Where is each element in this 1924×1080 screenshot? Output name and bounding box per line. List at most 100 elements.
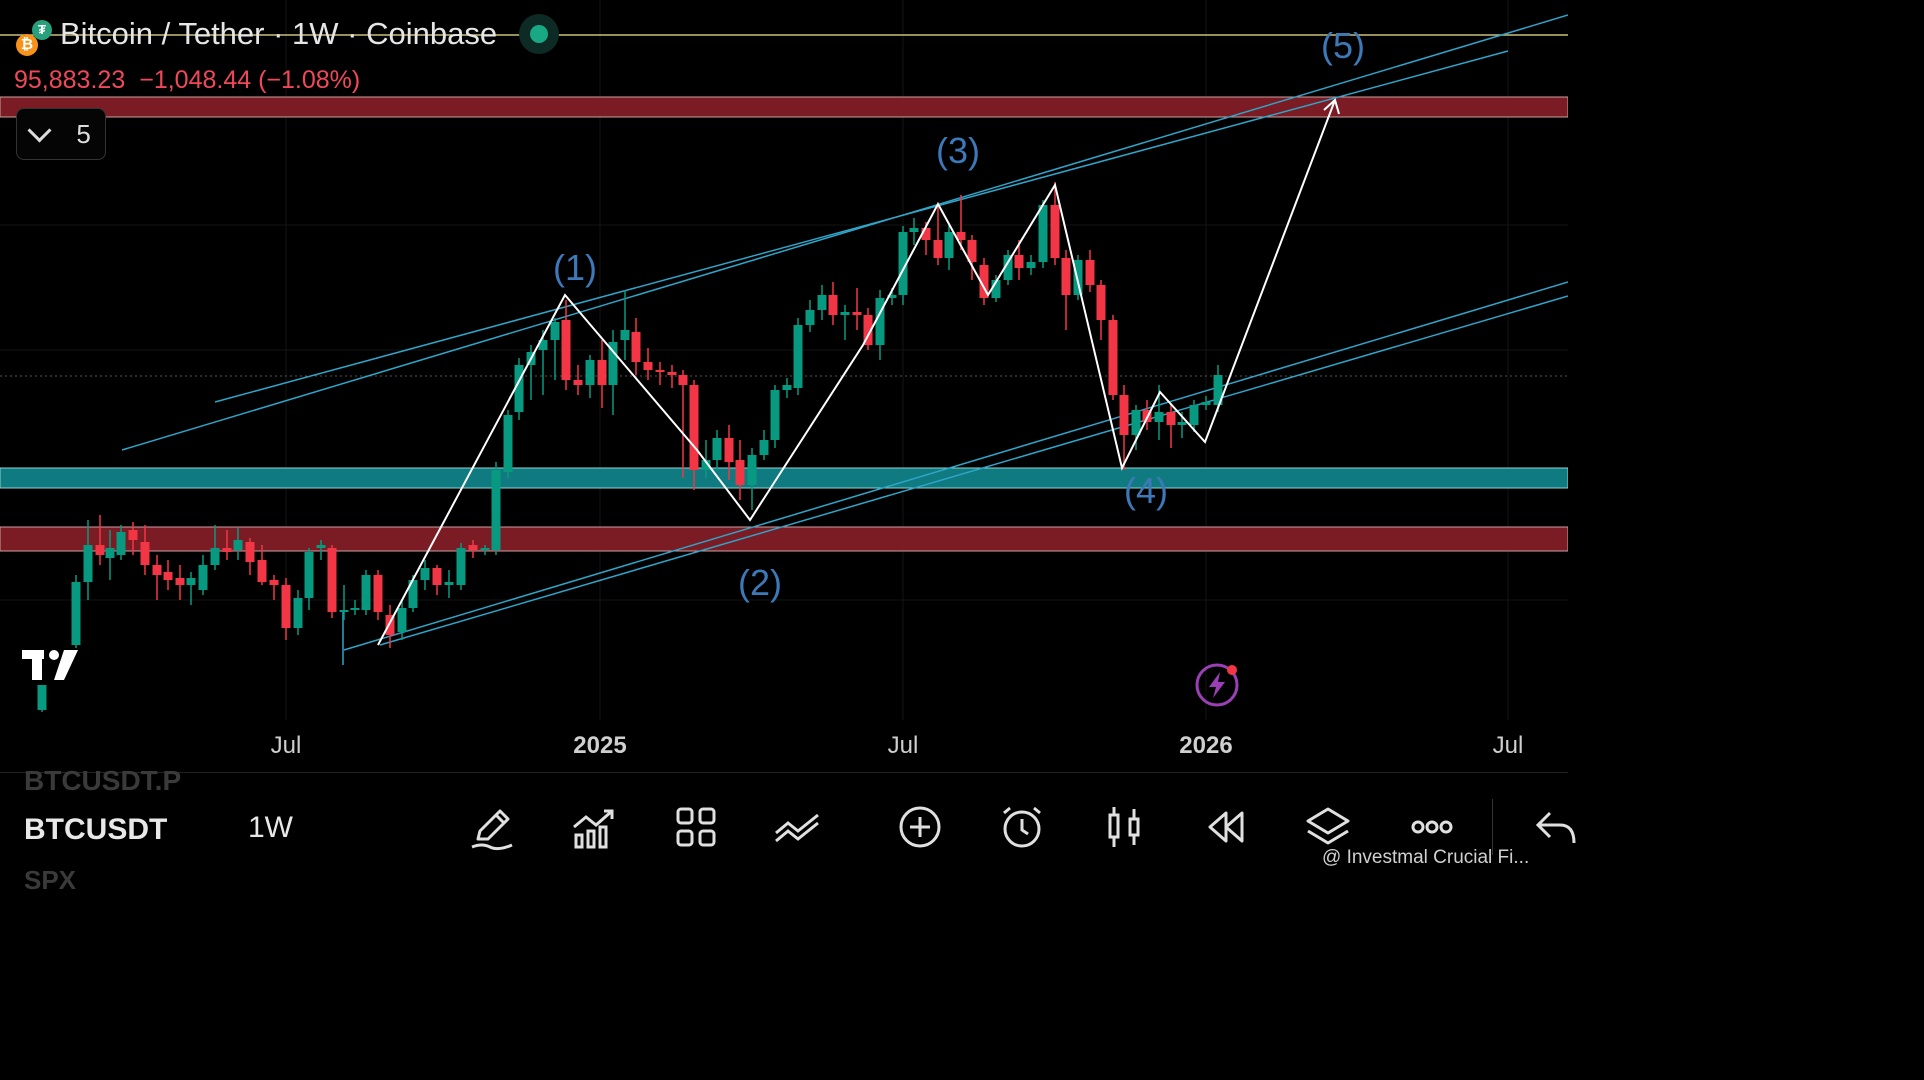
candle-body bbox=[420, 568, 430, 580]
coin-pair-icon: ₮ ₿ bbox=[14, 16, 52, 56]
candle-body bbox=[898, 232, 908, 295]
draw-tool-button[interactable] bbox=[468, 803, 516, 851]
chart-header[interactable]: ₮ ₿ Bitcoin / Tether · 1W · Coinbase bbox=[14, 14, 560, 56]
time-axis[interactable]: Jul 2025 Jul 2026 Jul bbox=[0, 720, 1568, 770]
candle-body bbox=[1189, 405, 1199, 425]
candle-body bbox=[339, 610, 349, 612]
candle-body bbox=[701, 460, 711, 470]
candle-body bbox=[71, 582, 81, 645]
candle-body bbox=[561, 320, 571, 380]
bottom-toolbar[interactable]: BTCUSDT.P BTCUSDT SPX 1W @ Investmal Cru… bbox=[0, 765, 1576, 895]
elliott-wave-path[interactable] bbox=[377, 99, 1336, 646]
lower-channel[interactable] bbox=[342, 281, 1568, 665]
candle-body bbox=[432, 568, 442, 585]
candle-body bbox=[327, 548, 337, 612]
candle-body bbox=[712, 438, 722, 460]
candle-body bbox=[269, 580, 279, 585]
toolbar-separator bbox=[1492, 799, 1493, 855]
undo-button[interactable] bbox=[1530, 803, 1578, 851]
candle-body bbox=[956, 232, 966, 240]
candle-body bbox=[770, 390, 780, 440]
replay-button[interactable] bbox=[1202, 803, 1250, 851]
candle-body bbox=[175, 578, 185, 585]
symbol-prev[interactable]: BTCUSDT.P bbox=[24, 765, 182, 796]
candle-body bbox=[1177, 422, 1187, 425]
last-price: 95,883.23 bbox=[14, 66, 126, 94]
candle-body bbox=[944, 232, 954, 258]
more-button[interactable] bbox=[1408, 803, 1456, 851]
symbol-title[interactable]: Bitcoin / Tether · 1W · Coinbase bbox=[60, 16, 498, 51]
layers-button[interactable] bbox=[1304, 803, 1352, 851]
symbol-current[interactable]: BTCUSDT bbox=[24, 813, 168, 846]
candle-body bbox=[95, 545, 105, 555]
candle-body bbox=[257, 560, 267, 582]
resistance-zone-top[interactable] bbox=[0, 96, 1568, 118]
author-watermark: @ Investmal Crucial Fi... bbox=[1322, 847, 1530, 868]
candle-body bbox=[128, 530, 138, 540]
candle-body bbox=[655, 370, 665, 372]
candle-body bbox=[503, 415, 513, 472]
candle-body bbox=[163, 572, 173, 580]
candle-body bbox=[793, 325, 803, 388]
candle-body bbox=[116, 532, 126, 555]
time-label-2025: 2025 bbox=[573, 732, 627, 759]
candle-body bbox=[1166, 412, 1176, 425]
symbol-next[interactable]: SPX bbox=[24, 865, 77, 895]
candle-body bbox=[678, 375, 688, 385]
tradingview-logo-icon[interactable] bbox=[20, 646, 90, 686]
alert-button[interactable] bbox=[998, 803, 1046, 851]
candle-body bbox=[468, 545, 478, 550]
candle-body bbox=[397, 608, 407, 632]
candle-body bbox=[643, 362, 653, 370]
candle-body bbox=[1131, 410, 1141, 435]
candle-body bbox=[1119, 395, 1129, 435]
price-change: −1,048.44 (−1.08%) bbox=[139, 66, 361, 94]
candle-body bbox=[281, 585, 291, 628]
candle-body bbox=[304, 552, 314, 598]
candle-body bbox=[538, 340, 548, 350]
candle-body bbox=[480, 548, 490, 550]
chart-area[interactable]: (1) (2) (3) (4) (5) ₮ ₿ Bitcoin / Tether… bbox=[0, 0, 1568, 770]
indicators-count: 5 bbox=[76, 118, 91, 149]
candle-body bbox=[782, 385, 792, 390]
candle-body bbox=[491, 470, 501, 550]
interval-button[interactable]: 1W bbox=[248, 811, 293, 844]
indicators-toggle-button[interactable]: 5 bbox=[16, 108, 106, 160]
candle-body bbox=[140, 542, 150, 565]
candle-body bbox=[597, 360, 607, 385]
bitcoin-icon: ₿ bbox=[16, 34, 38, 56]
layout-button[interactable] bbox=[672, 803, 720, 851]
candle-body bbox=[933, 240, 943, 258]
candle-body bbox=[1003, 255, 1013, 280]
add-button[interactable] bbox=[896, 803, 944, 851]
candle-body bbox=[828, 295, 838, 315]
market-open-dot-icon[interactable] bbox=[519, 14, 560, 54]
chevron-down-icon bbox=[27, 117, 52, 143]
candle-body bbox=[805, 310, 815, 325]
candle-body bbox=[863, 315, 873, 345]
candle-body bbox=[105, 548, 115, 558]
candle-body bbox=[689, 385, 699, 470]
candle-body bbox=[293, 598, 303, 628]
plus-circle-icon bbox=[899, 806, 941, 848]
candle-body bbox=[979, 265, 989, 298]
rewind-icon bbox=[1208, 811, 1244, 843]
chart-type-button[interactable] bbox=[1100, 803, 1148, 851]
candle-body bbox=[83, 545, 93, 582]
price-chart[interactable]: (1) (2) (3) (4) (5) bbox=[0, 0, 1568, 720]
tether-icon: ₮ bbox=[32, 20, 52, 40]
indicators-button[interactable] bbox=[570, 803, 618, 851]
price-row: 95,883.23 −1,048.44 (−1.08%) bbox=[14, 66, 360, 95]
candles-icon bbox=[1108, 807, 1140, 847]
candle-body bbox=[1061, 258, 1071, 295]
lightning-icon[interactable] bbox=[1194, 662, 1240, 708]
candle-body bbox=[747, 455, 757, 485]
candle-body bbox=[840, 312, 850, 315]
candle-body bbox=[350, 608, 360, 610]
upper-channel[interactable] bbox=[121, 14, 1568, 451]
candle-body bbox=[1213, 375, 1223, 405]
candle-body bbox=[1026, 262, 1036, 268]
compare-button[interactable] bbox=[774, 803, 822, 851]
support-zone[interactable] bbox=[0, 467, 1568, 489]
candle-body bbox=[921, 228, 931, 240]
